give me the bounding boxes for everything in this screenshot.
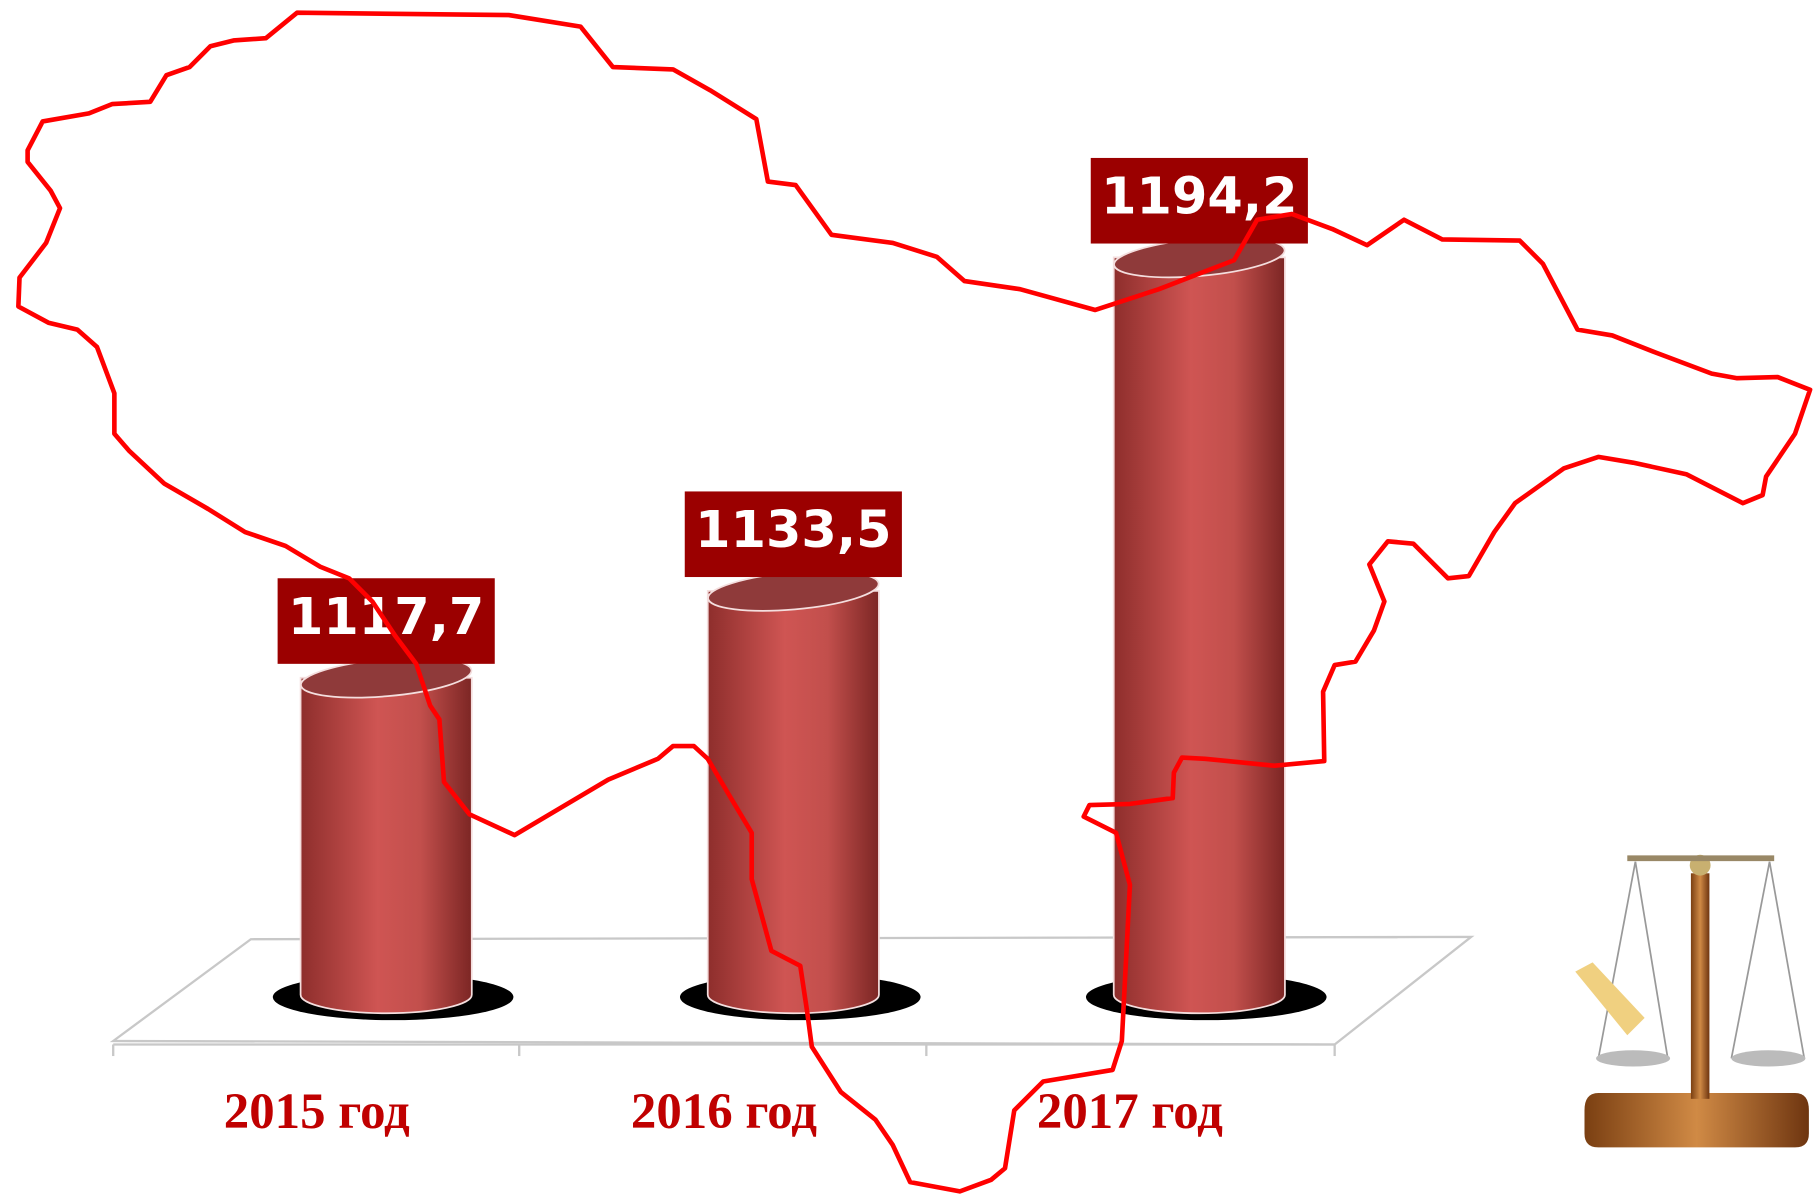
region-outline	[16, 10, 1813, 1194]
x-tick-label: 2015 год	[224, 1084, 410, 1140]
value-label: 1117,7	[288, 588, 484, 647]
value-label-box	[1090, 157, 1308, 244]
bar	[299, 656, 473, 1015]
x-tick-label: 2017 год	[1037, 1084, 1223, 1140]
scales-icon	[1575, 854, 1809, 1148]
bar	[1112, 236, 1286, 1015]
bar-body	[1112, 256, 1286, 1015]
x-tick-label: 2016 год	[631, 1084, 817, 1140]
bar	[706, 570, 880, 1015]
value-label-box	[684, 491, 902, 578]
bar-body	[299, 676, 473, 1015]
value-label: 1133,5	[695, 501, 891, 560]
bar-body	[706, 590, 880, 1015]
